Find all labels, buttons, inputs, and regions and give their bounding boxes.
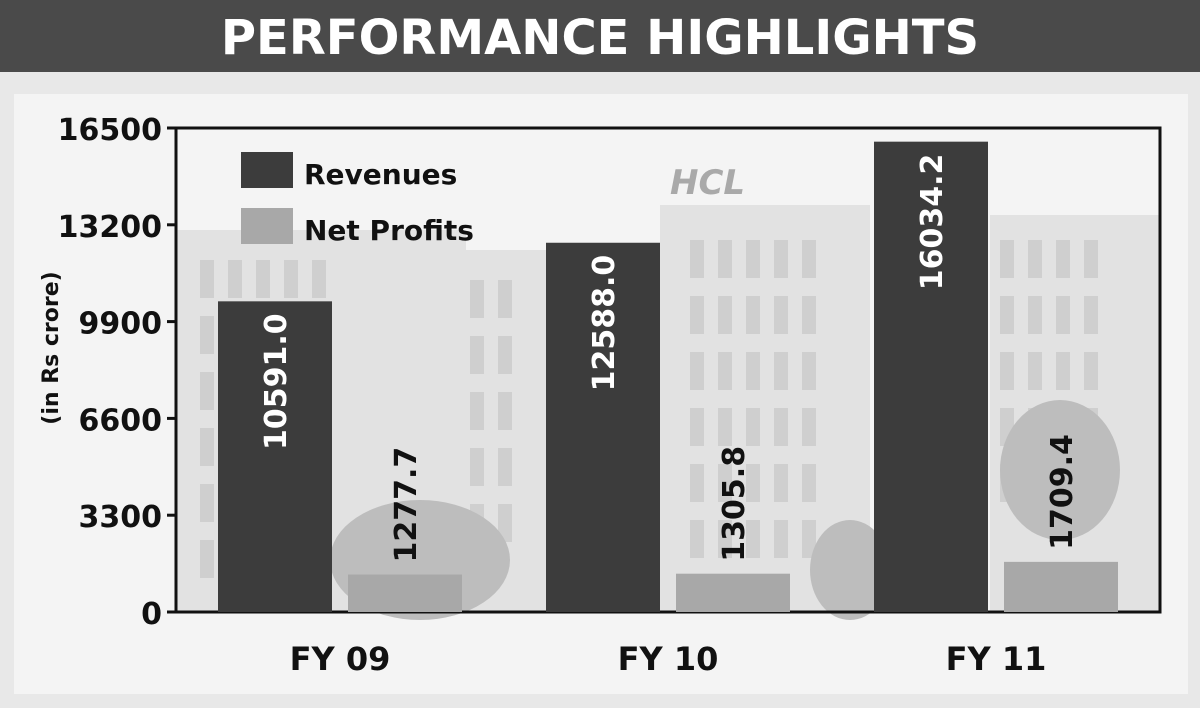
- background-logo-text: HCL: [670, 163, 745, 203]
- background-window: [718, 520, 732, 558]
- background-window: [802, 352, 816, 390]
- background-window: [774, 464, 788, 502]
- background-window: [498, 448, 512, 486]
- bar-revenues-fy-09: [218, 301, 332, 612]
- background-window: [1000, 240, 1014, 278]
- background-window: [802, 240, 816, 278]
- data-label-revenues: 12588.0: [587, 255, 622, 392]
- background-window: [690, 240, 704, 278]
- bar-net-profits-fy-11: [1004, 561, 1118, 612]
- header-banner: [0, 0, 1200, 72]
- background-window: [746, 296, 760, 334]
- background-window: [774, 520, 788, 558]
- background-window: [498, 280, 512, 318]
- background-window: [1028, 296, 1042, 334]
- data-label-net-profits: 1305.8: [717, 446, 752, 562]
- background-window: [256, 260, 270, 298]
- y-axis-label: (in Rs crore): [39, 271, 64, 424]
- x-tick-label: FY 09: [290, 640, 391, 678]
- background-window: [690, 352, 704, 390]
- y-tick-label: 3300: [79, 500, 163, 535]
- background-window: [802, 296, 816, 334]
- background-window: [1084, 296, 1098, 334]
- background-window: [1000, 352, 1014, 390]
- legend-swatch-net-profits: [241, 208, 293, 244]
- background-window: [746, 464, 760, 502]
- background-window: [200, 484, 214, 522]
- background-window: [200, 316, 214, 354]
- background-window: [1000, 296, 1014, 334]
- bar-net-profits-fy-09: [348, 574, 462, 612]
- background-window: [690, 408, 704, 446]
- background-window: [746, 240, 760, 278]
- background-window: [690, 296, 704, 334]
- background-window: [774, 296, 788, 334]
- background-window: [470, 448, 484, 486]
- bar-net-profits-fy-10: [676, 573, 790, 612]
- x-tick-label: FY 10: [618, 640, 719, 678]
- background-window: [746, 352, 760, 390]
- background-window: [746, 520, 760, 558]
- background-window: [1028, 352, 1042, 390]
- background-window: [312, 260, 326, 298]
- data-label-net-profits: 1709.4: [1045, 434, 1080, 550]
- background-window: [774, 240, 788, 278]
- background-window: [498, 392, 512, 430]
- legend-label-revenues: Revenues: [304, 158, 457, 191]
- background-window: [200, 428, 214, 466]
- background-window: [1056, 352, 1070, 390]
- legend: Revenues Net Profits: [241, 152, 474, 247]
- background-window: [690, 520, 704, 558]
- data-label-net-profits: 1277.7: [389, 447, 424, 563]
- background-window: [498, 336, 512, 374]
- background-window: [718, 352, 732, 390]
- background-window: [1084, 240, 1098, 278]
- background-window: [718, 408, 732, 446]
- background-window: [200, 540, 214, 578]
- plot-frame: [174, 126, 1162, 614]
- y-axis: 0 3300 6600 9900 13200 16500: [58, 113, 176, 632]
- y-tick-label: 16500: [58, 113, 162, 148]
- background-window: [200, 372, 214, 410]
- background-window: [718, 464, 732, 502]
- background-window: [498, 504, 512, 542]
- bars: 10591.0 1277.7 12588.0 1305.8 16034.2 1709.4: [218, 141, 1118, 613]
- data-label-revenues: 16034.2: [915, 154, 950, 291]
- bar-revenues-fy-10: [546, 242, 660, 612]
- background-window: [1056, 296, 1070, 334]
- background-window: [802, 464, 816, 502]
- background-window: [718, 240, 732, 278]
- background-window: [470, 280, 484, 318]
- data-label-revenues: 10591.0: [259, 313, 294, 450]
- x-axis: FY 09 FY 10 FY 11: [290, 640, 1047, 678]
- background-window: [1028, 240, 1042, 278]
- background-window: [1084, 352, 1098, 390]
- bar-revenues-fy-11: [874, 141, 988, 613]
- chart-title: PERFORMANCE HIGHLIGHTS: [220, 10, 980, 66]
- legend-label-net-profits: Net Profits: [304, 214, 474, 247]
- background-window: [470, 336, 484, 374]
- background-window: [802, 408, 816, 446]
- y-tick-label: 0: [141, 597, 162, 632]
- y-tick-label: 9900: [79, 307, 163, 342]
- background-window: [284, 260, 298, 298]
- background-window: [746, 408, 760, 446]
- y-tick-label: 13200: [58, 210, 162, 245]
- background-window: [1056, 240, 1070, 278]
- background-window: [718, 296, 732, 334]
- legend-swatch-revenues: [241, 152, 293, 188]
- background-window: [774, 352, 788, 390]
- y-tick-label: 6600: [79, 403, 163, 438]
- x-tick-label: FY 11: [946, 640, 1047, 678]
- background-window: [228, 260, 242, 298]
- background-window: [774, 408, 788, 446]
- background-window: [690, 464, 704, 502]
- background-window: [200, 260, 214, 298]
- background-window: [470, 392, 484, 430]
- background-window: [802, 520, 816, 558]
- background-building-photo: HCL: [176, 163, 1160, 620]
